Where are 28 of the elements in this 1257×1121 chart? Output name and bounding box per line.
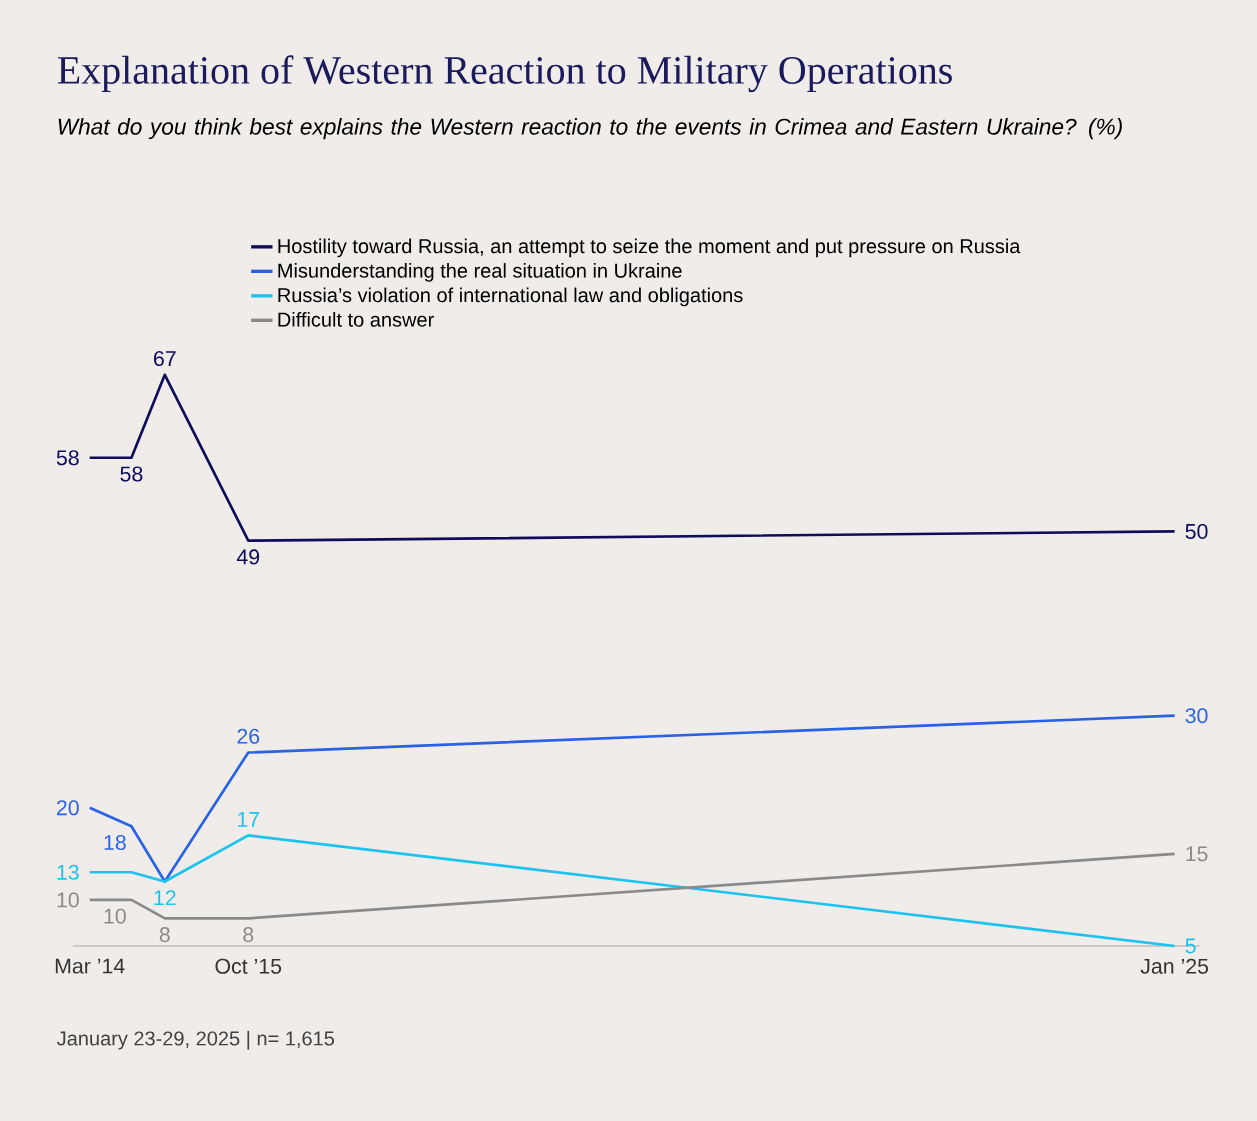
data-label: 13 bbox=[57, 864, 79, 880]
x-tick-label: Oct ’15 bbox=[215, 958, 282, 974]
data-label: 12 bbox=[154, 890, 176, 906]
x-tick-label: Jan ’25 bbox=[1140, 958, 1209, 974]
legend-label: Misunderstanding the real situation in Ukraine bbox=[278, 263, 682, 282]
data-label: 10 bbox=[104, 908, 126, 924]
data-label: 17 bbox=[238, 812, 260, 827]
legend-label: Hostility toward Russia, an attempt to seize the moment and put pressure on Russia bbox=[278, 238, 1021, 258]
data-label: 20 bbox=[56, 800, 79, 816]
data-label: 67 bbox=[154, 351, 176, 367]
data-label: 50 bbox=[1185, 523, 1208, 539]
data-label: 10 bbox=[57, 892, 79, 908]
data-label: 8 bbox=[159, 927, 170, 943]
data-label: 5 bbox=[1185, 938, 1196, 954]
data-label: 18 bbox=[104, 834, 126, 851]
legend-label: Russia’s violation of international law and obligations bbox=[278, 287, 743, 307]
data-label: 49 bbox=[236, 549, 260, 565]
legend-label: Difficult to answer bbox=[278, 312, 434, 327]
data-label: 58 bbox=[120, 466, 143, 482]
chart-subtitle: What do you think best explains the Western reaction to the events in Crimea and Eastern Ukraine? (%) bbox=[58, 118, 1122, 140]
text: January 23-29, 2025 | n= 1,615 bbox=[57, 1030, 335, 1050]
data-label: 30 bbox=[1185, 708, 1208, 724]
data-label: 15 bbox=[1186, 846, 1208, 862]
chart-title: Explanation of Western Reaction to Military Operations bbox=[57, 55, 952, 93]
data-label: 58 bbox=[56, 450, 79, 466]
data-label: 8 bbox=[243, 927, 254, 943]
data-label: 26 bbox=[237, 728, 260, 744]
x-tick-label: Mar ’14 bbox=[55, 958, 125, 974]
